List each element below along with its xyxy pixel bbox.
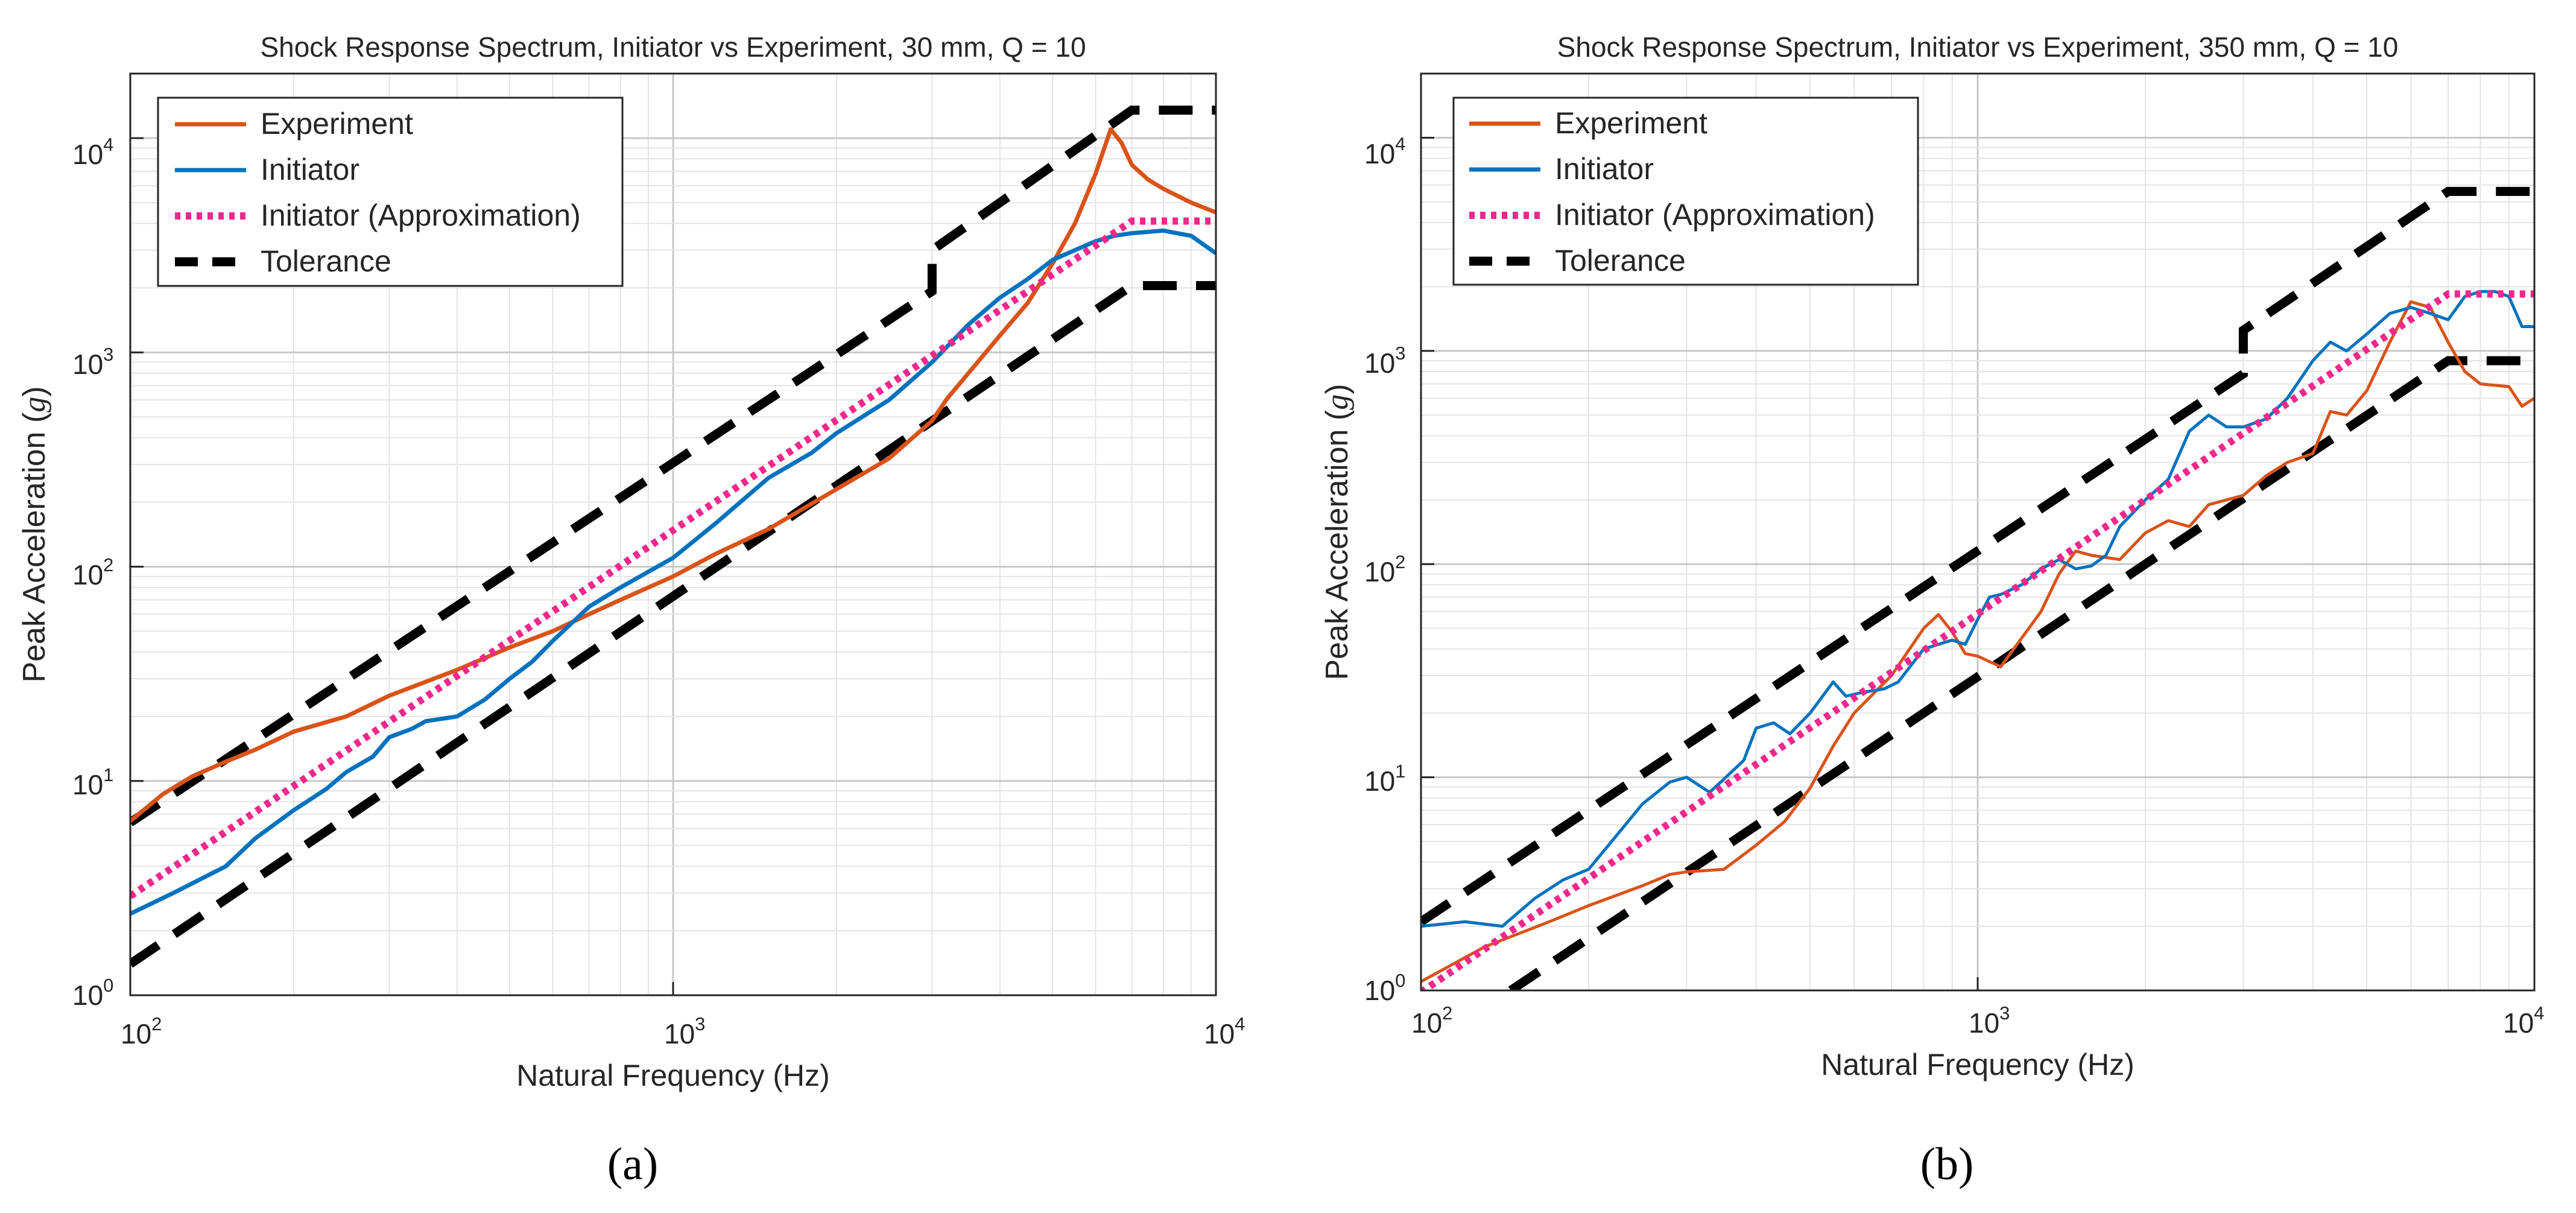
legend-label: Initiator — [1555, 152, 1654, 186]
experiment-line — [130, 127, 1216, 823]
legend-label: Tolerance — [261, 244, 391, 278]
chart-title: Shock Response Spectrum, Initiator vs Ex… — [1557, 31, 2399, 63]
y-tick-label: 101 — [72, 764, 113, 800]
x-tick-label: 102 — [121, 1013, 162, 1050]
axes-box — [1420, 72, 2536, 992]
axes-box — [129, 72, 1217, 996]
chart-panel-a: Shock Response Spectrum, Initiator vs Ex… — [17, 31, 1245, 1189]
legend-box — [1452, 97, 1919, 286]
legend-label: Experiment — [1555, 106, 1707, 140]
chart-title: Shock Response Spectrum, Initiator vs Ex… — [260, 31, 1086, 63]
x-tick-label: 104 — [1204, 1013, 1245, 1050]
y-tick-label: 101 — [1364, 761, 1405, 797]
legend-box — [157, 97, 624, 287]
initiator-line — [130, 228, 1216, 916]
y-tick-label: 100 — [1364, 970, 1405, 1006]
legend-label: Experiment — [261, 107, 413, 141]
tolerance-lower-line — [130, 281, 1216, 968]
y-tick-label: 102 — [72, 554, 113, 591]
y-tick-labels: 100 101 102 103 104 — [1364, 133, 1405, 1006]
x-tick-label: 103 — [1969, 1002, 2010, 1039]
approximation-line — [1421, 290, 2534, 990]
y-tick-label: 103 — [1364, 343, 1405, 379]
y-axis-label: Peak Acceleration (g) — [17, 386, 52, 682]
legend: Experiment Initiator Initiator (Approxim… — [157, 97, 624, 287]
legend-label: Initiator (Approximation) — [1555, 198, 1875, 232]
experiment-line — [1421, 300, 2534, 983]
legend-label: Initiator — [261, 153, 359, 186]
x-tick-label: 104 — [2503, 1002, 2544, 1039]
y-tick-label: 102 — [1364, 551, 1405, 587]
tolerance-lower-line — [1508, 356, 2534, 990]
tolerance-upper-line — [130, 106, 1216, 826]
x-tick-labels: 102 103 104 — [1411, 1002, 2544, 1039]
y-tick-label: 100 — [72, 975, 113, 1011]
tolerance-upper-line — [1421, 186, 2534, 926]
legend-label: Initiator (Approximation) — [261, 198, 581, 232]
initiator-line — [1421, 290, 2534, 928]
legend-label: Tolerance — [1555, 244, 1686, 277]
approximation-line — [130, 217, 1216, 899]
y-tick-label: 103 — [72, 344, 113, 380]
legend: Experiment Initiator Initiator (Approxim… — [1452, 97, 1919, 286]
y-tick-label: 104 — [1364, 133, 1405, 169]
series-group — [130, 106, 1216, 968]
y-axis-label: Peak Acceleration (g) — [1320, 384, 1355, 680]
panel-label: (a) — [607, 1139, 658, 1189]
x-tick-label: 103 — [664, 1013, 705, 1050]
y-tick-label: 104 — [72, 134, 113, 170]
x-tick-label: 102 — [1411, 1002, 1452, 1039]
x-axis-label: Natural Frequency (Hz) — [1821, 1048, 2135, 1082]
y-tick-labels: 100 101 102 103 104 — [72, 134, 113, 1011]
chart-panel-b: Shock Response Spectrum, Initiator vs Ex… — [1320, 31, 2544, 1189]
series-group — [1421, 186, 2534, 990]
x-axis-label: Natural Frequency (Hz) — [516, 1059, 830, 1092]
x-tick-labels: 102 103 104 — [121, 1013, 1245, 1050]
panel-label: (b) — [1920, 1139, 1974, 1189]
